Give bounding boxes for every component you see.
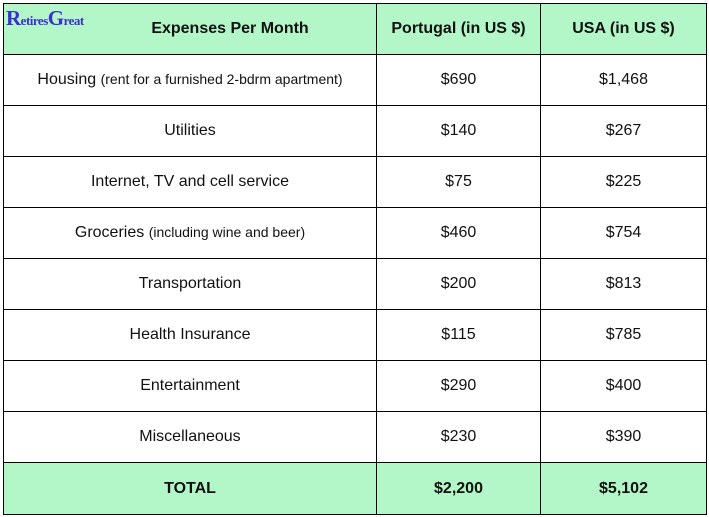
expense-label: Internet, TV and cell service (90, 173, 290, 190)
expense-category: Groceries (including wine and beer) (3, 207, 377, 259)
table-row: Miscellaneous $230 $390 (3, 411, 707, 463)
portugal-cost: $140 (376, 105, 541, 157)
expense-label: Groceries (74, 224, 145, 241)
table-row: Transportation $200 $813 (3, 258, 707, 310)
expense-category: Utilities (3, 105, 377, 157)
table-row: Entertainment $290 $400 (3, 360, 707, 412)
expense-label: Health Insurance (129, 326, 251, 343)
usa-cost: $390 (540, 411, 707, 463)
header-category: RetiresGreat Expenses Per Month (3, 3, 377, 55)
retiresgreat-logo: RetiresGreat (6, 6, 84, 30)
expense-category: Miscellaneous (3, 411, 377, 463)
header-portugal: Portugal (in US $) (376, 3, 541, 55)
total-label: TOTAL (3, 462, 377, 515)
table-row: Utilities $140 $267 (3, 105, 707, 157)
expense-label: Miscellaneous (139, 428, 241, 445)
expense-label: Entertainment (140, 377, 240, 394)
header-row: RetiresGreat Expenses Per Month Portugal… (3, 3, 707, 55)
header-category-label: Expenses Per Month (151, 20, 309, 37)
portugal-cost: $230 (376, 411, 541, 463)
header-usa: USA (in US $) (540, 3, 707, 55)
expense-label: Utilities (164, 122, 216, 139)
portugal-cost: $200 (376, 258, 541, 310)
portugal-cost: $75 (376, 156, 541, 208)
usa-cost: $813 (540, 258, 707, 310)
total-usa: $5,102 (540, 462, 707, 515)
table-row: Groceries (including wine and beer) $460 $… (3, 207, 707, 259)
usa-cost: $400 (540, 360, 707, 412)
portugal-cost: $460 (376, 207, 541, 259)
usa-cost: $225 (540, 156, 707, 208)
expense-category: Housing (rent for a furnished 2-bdrm apa… (3, 54, 377, 106)
expense-note: (rent for a furnished 2-bdrm apartment) (100, 71, 343, 87)
expense-category: Internet, TV and cell service (3, 156, 377, 208)
expenses-table: RetiresGreat Expenses Per Month Portugal… (3, 3, 707, 515)
usa-cost: $267 (540, 105, 707, 157)
usa-cost: $1,468 (540, 54, 707, 106)
portugal-cost: $115 (376, 309, 541, 361)
usa-cost: $754 (540, 207, 707, 259)
expense-label: Housing (37, 71, 97, 88)
table-row: Health Insurance $115 $785 (3, 309, 707, 361)
usa-cost: $785 (540, 309, 707, 361)
total-portugal: $2,200 (376, 462, 541, 515)
portugal-cost: $290 (376, 360, 541, 412)
table-row: Internet, TV and cell service $75 $225 (3, 156, 707, 208)
expense-note: (including wine and beer) (148, 224, 306, 240)
expense-category: Transportation (3, 258, 377, 310)
expense-category: Entertainment (3, 360, 377, 412)
expense-label: Transportation (138, 275, 242, 292)
table-row: Housing (rent for a furnished 2-bdrm apa… (3, 54, 707, 106)
portugal-cost: $690 (376, 54, 541, 106)
expense-category: Health Insurance (3, 309, 377, 361)
total-row: TOTAL $2,200 $5,102 (3, 462, 707, 515)
